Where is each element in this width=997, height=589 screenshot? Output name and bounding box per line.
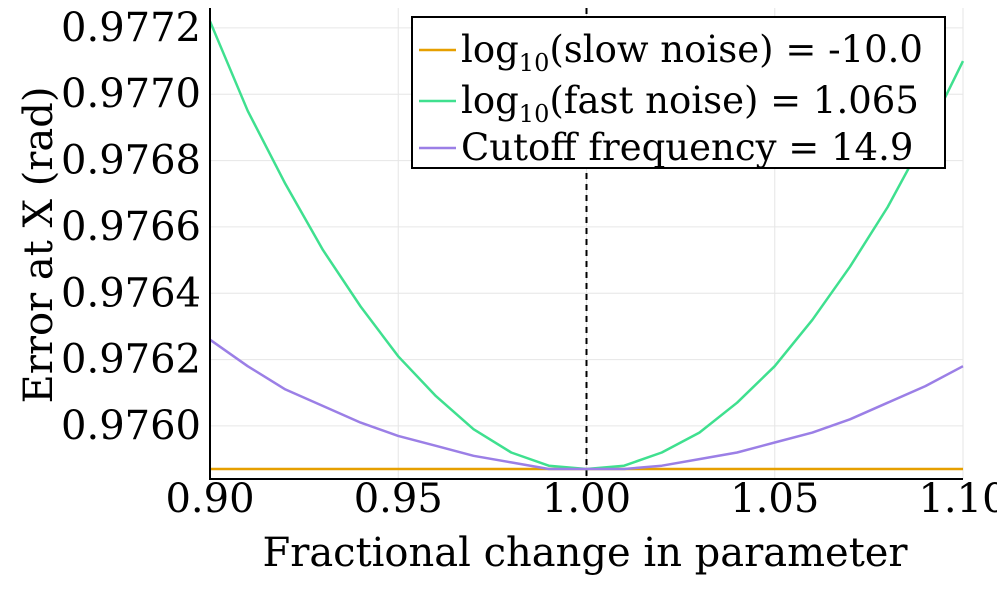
- y-tick-label: 0.9770: [61, 71, 201, 117]
- legend-label-cutoff: Cutoff frequency = 14.9: [461, 126, 913, 169]
- axes: [209, 8, 963, 480]
- series-line-cutoff: [209, 338, 964, 471]
- legend-box: [411, 16, 946, 169]
- y-tick-label: 0.9766: [61, 204, 201, 250]
- legend-label-slow: log10(slow noise) = -10.0: [461, 28, 923, 77]
- x-tick-label: 0.90: [165, 476, 254, 522]
- x-tick-label: 0.95: [354, 476, 443, 522]
- x-tick-label: 1.10: [918, 476, 997, 522]
- x-tick-label: 1.05: [730, 476, 819, 522]
- y-tick-label: 0.9760: [61, 403, 201, 449]
- x-tick-label: 1.00: [542, 476, 631, 522]
- y-tick-label: 0.9764: [61, 270, 201, 316]
- tick-labels: 0.90 0.95 1.00 1.05 1.10 0.9760 0.9762 0.9764 0.…: [61, 5, 997, 522]
- series-lines: [208, 20, 965, 471]
- x-axis-label: Fractional change in parameter: [262, 530, 908, 576]
- y-tick-label: 0.9768: [61, 138, 201, 184]
- y-tick-label: 0.9762: [61, 337, 201, 383]
- legend-label-fast: log10(fast noise) = 1.065: [461, 79, 919, 128]
- y-tick-label: 0.9772: [61, 5, 201, 51]
- y-axis-label: Error at X (rad): [16, 87, 62, 404]
